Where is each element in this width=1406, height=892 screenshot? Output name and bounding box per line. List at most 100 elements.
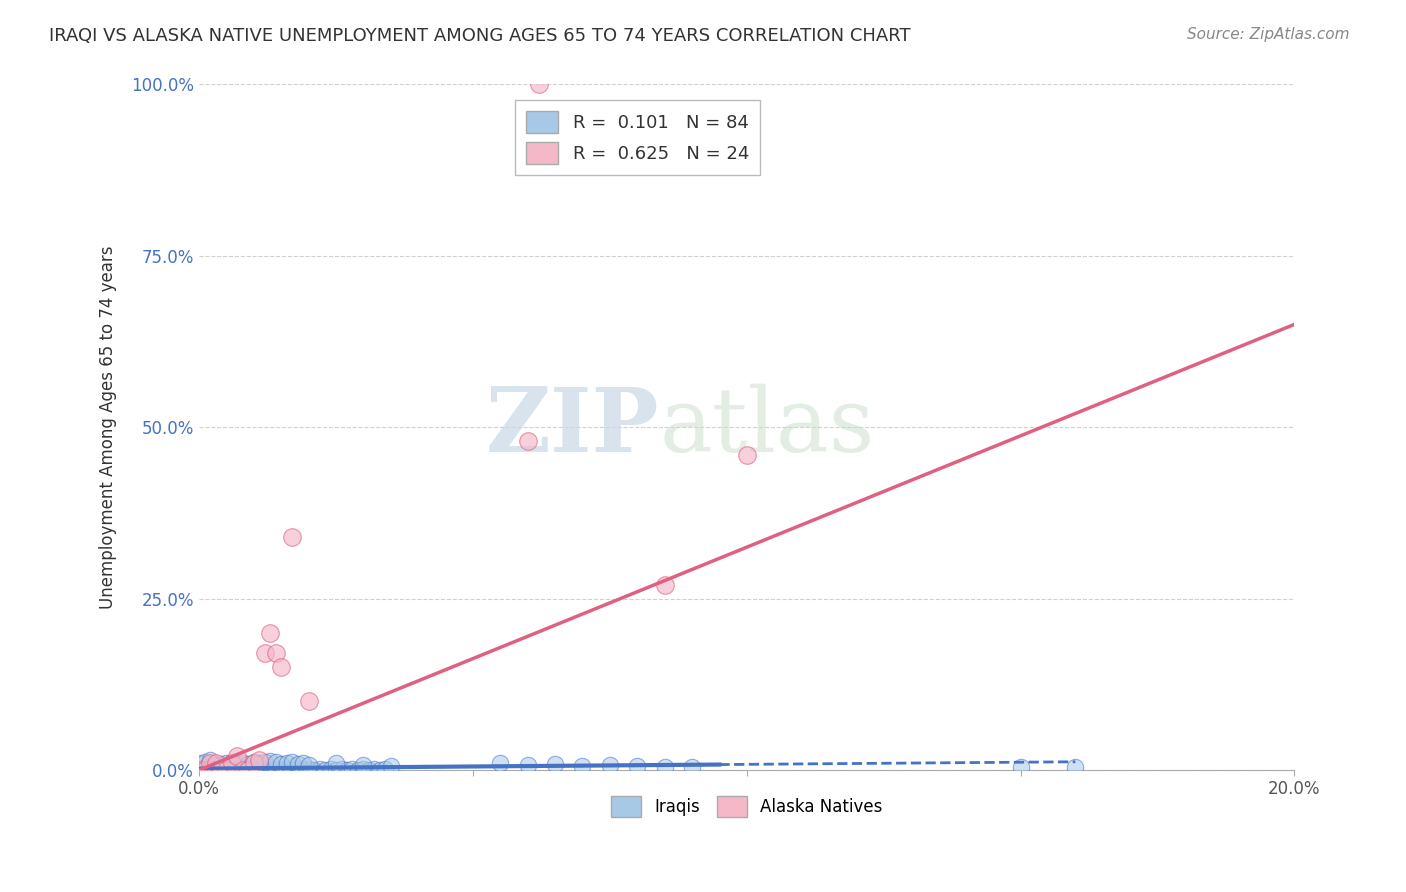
Point: [319, 762, 342, 776]
Point: [489, 756, 512, 771]
Legend: Iraqis, Alaska Natives: Iraqis, Alaska Natives: [605, 789, 889, 823]
Point: [259, 763, 281, 777]
Point: [198, 761, 221, 775]
Point: [247, 756, 270, 771]
Point: [1064, 760, 1087, 774]
Point: [330, 762, 353, 776]
Point: [298, 757, 321, 772]
Point: [516, 757, 538, 772]
Point: [544, 756, 567, 771]
Point: [238, 763, 260, 777]
Point: [238, 756, 260, 771]
Y-axis label: Unemployment Among Ages 65 to 74 years: Unemployment Among Ages 65 to 74 years: [100, 245, 117, 609]
Point: [264, 762, 287, 776]
Point: [298, 762, 321, 776]
Point: [243, 762, 266, 776]
Point: [325, 756, 347, 771]
Point: [298, 694, 321, 708]
Point: [238, 763, 260, 777]
Point: [194, 763, 217, 777]
Point: [264, 647, 287, 661]
Point: [215, 756, 238, 771]
Point: [308, 762, 330, 776]
Point: [209, 756, 232, 771]
Point: [253, 762, 276, 776]
Point: [221, 763, 243, 777]
Point: [232, 756, 254, 771]
Point: [287, 762, 309, 776]
Point: [735, 448, 758, 462]
Point: [194, 755, 217, 769]
Point: [221, 755, 243, 769]
Point: [1010, 759, 1032, 773]
Point: [209, 763, 232, 777]
Text: Source: ZipAtlas.com: Source: ZipAtlas.com: [1187, 27, 1350, 42]
Text: ZIP: ZIP: [485, 384, 659, 471]
Point: [204, 762, 226, 776]
Point: [264, 756, 287, 770]
Point: [204, 756, 226, 771]
Point: [215, 762, 238, 776]
Point: [654, 578, 676, 592]
Point: [281, 763, 304, 777]
Point: [221, 756, 243, 771]
Point: [287, 756, 309, 771]
Point: [599, 758, 621, 772]
Point: [215, 762, 238, 776]
Point: [302, 763, 325, 777]
Point: [357, 763, 380, 777]
Point: [325, 763, 347, 777]
Point: [209, 763, 232, 777]
Point: [194, 763, 217, 777]
Point: [259, 754, 281, 768]
Point: [352, 762, 374, 776]
Text: atlas: atlas: [659, 384, 875, 471]
Point: [188, 763, 211, 777]
Point: [681, 760, 703, 774]
Point: [352, 757, 374, 772]
Text: IRAQI VS ALASKA NATIVE UNEMPLOYMENT AMONG AGES 65 TO 74 YEARS CORRELATION CHART: IRAQI VS ALASKA NATIVE UNEMPLOYMENT AMON…: [49, 27, 911, 45]
Point: [270, 660, 292, 674]
Point: [198, 763, 221, 777]
Point: [347, 763, 370, 777]
Point: [571, 759, 593, 773]
Point: [654, 759, 676, 773]
Point: [247, 753, 270, 767]
Point: [527, 78, 550, 92]
Point: [198, 763, 221, 777]
Point: [188, 756, 211, 771]
Point: [276, 762, 298, 776]
Point: [292, 763, 315, 777]
Point: [226, 757, 249, 772]
Point: [281, 530, 304, 544]
Point: [215, 763, 238, 777]
Point: [270, 763, 292, 777]
Point: [238, 762, 260, 776]
Point: [253, 647, 276, 661]
Point: [232, 763, 254, 777]
Point: [215, 763, 238, 777]
Point: [232, 762, 254, 776]
Point: [368, 763, 391, 777]
Point: [374, 762, 396, 776]
Point: [204, 763, 226, 777]
Point: [198, 763, 221, 777]
Point: [626, 759, 648, 773]
Point: [342, 762, 364, 776]
Point: [226, 763, 249, 777]
Point: [281, 756, 304, 770]
Point: [221, 762, 243, 776]
Point: [243, 763, 266, 777]
Point: [194, 759, 217, 773]
Point: [516, 434, 538, 448]
Point: [314, 763, 336, 777]
Point: [204, 763, 226, 777]
Point: [198, 753, 221, 767]
Point: [209, 761, 232, 775]
Point: [270, 756, 292, 771]
Point: [253, 755, 276, 769]
Point: [276, 756, 298, 771]
Point: [188, 763, 211, 777]
Point: [336, 763, 359, 777]
Point: [198, 756, 221, 771]
